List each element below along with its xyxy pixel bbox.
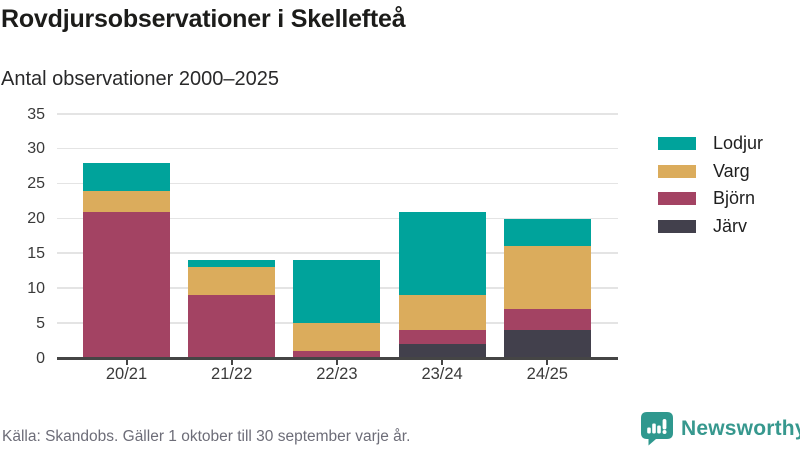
y-tick-label: 5 — [36, 314, 45, 332]
newsworthy-logo: Newsworthy — [640, 411, 800, 446]
y-tick-label: 30 — [27, 140, 45, 158]
y-tick-label: 35 — [27, 105, 45, 123]
x-axis-tick — [230, 360, 233, 365]
bar-segment-varg-20-21 — [83, 190, 170, 212]
y-tick-label: 25 — [27, 175, 45, 193]
newsworthy-wordmark: Newsworthy — [681, 416, 800, 440]
bar-segment-lodjur-23-24 — [398, 211, 486, 296]
source-note: Källa: Skandobs. Gäller 1 oktober till 3… — [2, 428, 411, 445]
plot-area — [57, 113, 618, 358]
bar-segment-varg-24-25 — [503, 246, 591, 310]
legend-swatch — [658, 137, 696, 151]
newsworthy-icon — [641, 412, 673, 446]
legend-row-lodjur: Lodjur — [658, 130, 763, 158]
bar-segment-björn-23-24 — [398, 330, 486, 345]
legend: Lodjur Varg Björn Järv — [658, 130, 763, 240]
bar-segment-varg-22-23 — [293, 323, 381, 352]
legend-label: Lodjur — [713, 133, 764, 154]
x-axis-tick — [546, 360, 549, 365]
bar-segment-järv-23-24 — [398, 344, 486, 358]
bar-segment-björn-21-22 — [188, 295, 276, 358]
bar-segment-lodjur-24-25 — [503, 218, 591, 247]
x-tick-label: 22/23 — [316, 365, 358, 383]
x-tick-label: 24/25 — [526, 365, 568, 383]
legend-row-varg: Varg — [658, 158, 763, 186]
legend-label: Varg — [713, 160, 750, 181]
x-axis-tick — [335, 360, 338, 365]
bar-segment-björn-24-25 — [503, 309, 591, 331]
bar-segment-björn-20-21 — [83, 211, 170, 358]
bar-segment-varg-21-22 — [188, 267, 276, 296]
page-title: Rovdjursobservationer i Skellefteå — [1, 5, 406, 33]
bar-segment-lodjur-21-22 — [188, 260, 276, 268]
x-axis-line — [57, 357, 618, 360]
bar-segment-lodjur-20-21 — [83, 162, 170, 191]
legend-row-björn: Björn — [658, 185, 763, 213]
bar-segment-lodjur-22-23 — [293, 260, 381, 324]
legend-swatch — [658, 192, 696, 206]
gridline — [57, 147, 618, 150]
x-tick-label: 21/22 — [211, 365, 253, 383]
chart-subtitle: Antal observationer 2000–2025 — [1, 68, 279, 90]
bar-segment-järv-24-25 — [503, 330, 591, 358]
gridline — [57, 217, 618, 220]
x-tick-label: 23/24 — [421, 365, 463, 383]
y-tick-label: 10 — [27, 279, 45, 297]
x-axis-tick — [441, 360, 444, 365]
legend-swatch — [658, 219, 696, 233]
x-axis-tick — [125, 360, 128, 365]
x-tick-label: 20/21 — [105, 365, 148, 383]
bar-segment-björn-22-23 — [293, 351, 381, 358]
gridline — [57, 252, 618, 254]
gridline — [57, 182, 618, 185]
y-tick-label: 0 — [36, 349, 45, 367]
y-tick-label: 20 — [27, 210, 45, 228]
bar-segment-varg-23-24 — [398, 295, 486, 331]
legend-row-järv: Järv — [658, 213, 763, 241]
gridline — [57, 113, 618, 115]
legend-label: Björn — [713, 188, 756, 209]
y-tick-label: 15 — [27, 244, 45, 262]
legend-swatch — [658, 164, 696, 178]
legend-label: Järv — [713, 215, 748, 236]
